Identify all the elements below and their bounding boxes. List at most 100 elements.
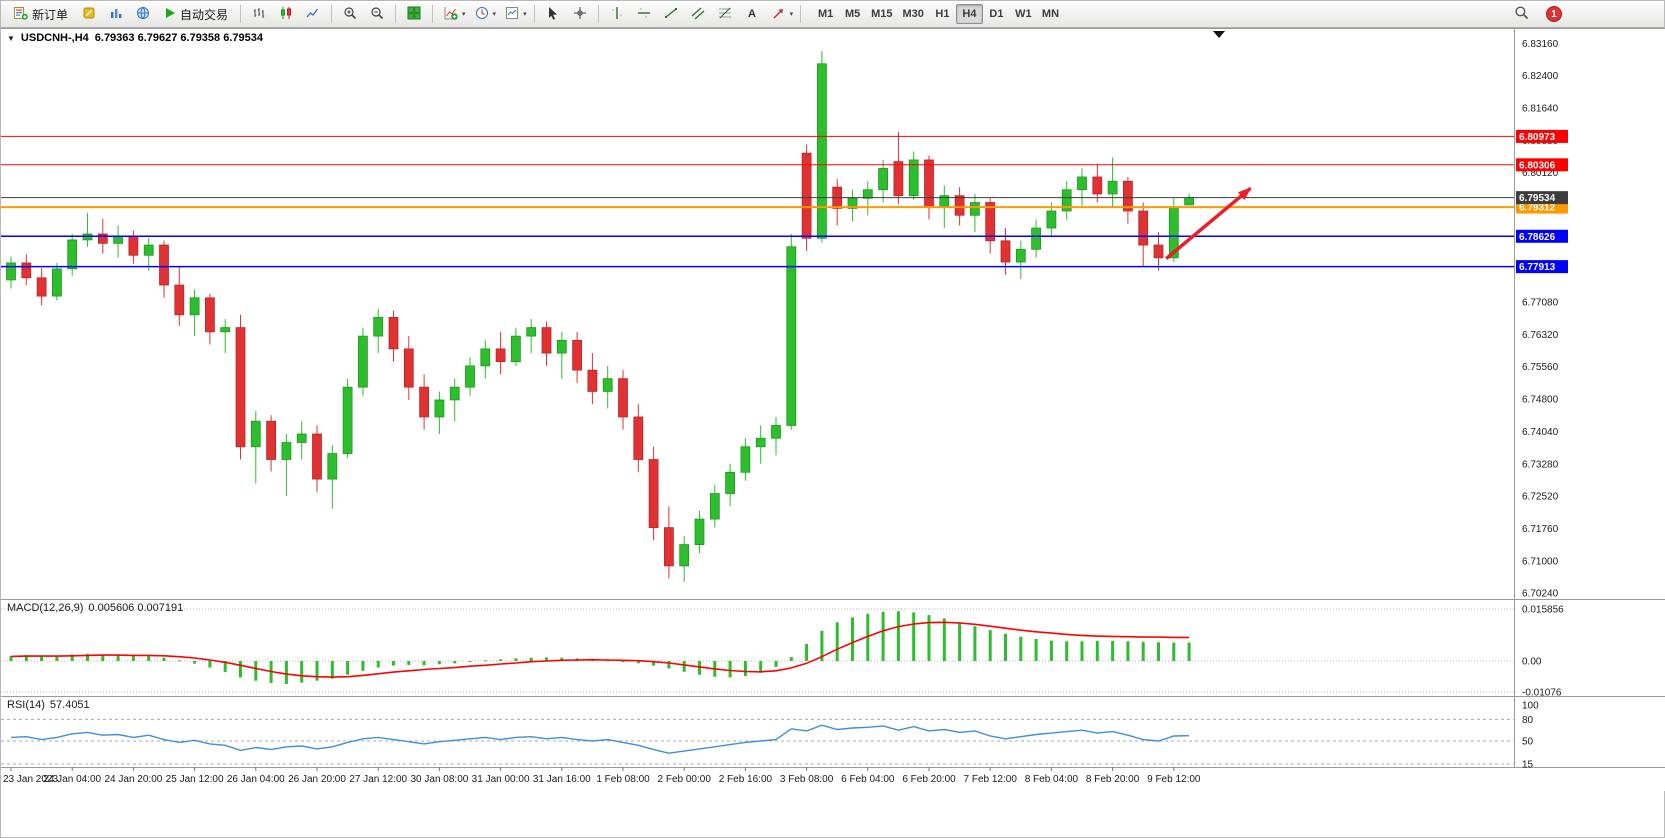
chart-canvas[interactable]: 6.831606.824006.816406.808806.801206.793… [1,28,1665,791]
svg-text:6.80306: 6.80306 [1519,160,1556,171]
templates-button[interactable] [499,3,525,25]
text-tool-button[interactable]: A [739,3,765,25]
candle [296,421,307,460]
macd-indicator-name: MACD(12,26,9) [7,602,84,614]
candle [648,446,659,541]
candle [52,262,62,301]
text-tool-icon: A [745,6,759,23]
clock-icon [475,6,489,23]
time-axis-label: 6 Feb 04:00 [841,774,895,785]
macd-histogram-bar [453,661,457,664]
periods-caret-icon[interactable]: ▾ [492,11,497,18]
cursor-button[interactable] [540,3,566,25]
svg-text:6.80973: 6.80973 [1519,132,1556,143]
rsi-panel: 100 80 50 15 [1,701,1539,771]
candle [694,510,705,554]
macd-histogram-bar [881,611,885,661]
candle [679,536,690,583]
timeframe-button-h4[interactable]: H4 [955,4,983,24]
periods-button[interactable] [469,3,495,25]
autotrading-button[interactable]: 自动交易 [157,3,235,26]
autotrading-label: 自动交易 [180,7,229,22]
candle [740,438,751,481]
rsi-axis-label: 15 [1522,760,1534,771]
timeframe-button-w1[interactable]: W1 [1010,4,1037,24]
chart-ohlc-values: 6.79363 6.79627 6.79358 6.79534 [94,32,263,44]
candlestick-chart-button[interactable] [273,3,299,25]
candle [220,319,231,354]
crosshair-icon [573,6,587,23]
macd-histogram-bar [1019,636,1023,661]
trend-arrow[interactable] [1165,187,1252,261]
zoom-in-button[interactable] [337,3,363,25]
toolbar-separator [432,5,434,23]
market-watch-button[interactable] [103,3,129,25]
rsi-axis-label: 50 [1522,737,1534,748]
macd-histogram-bar [361,661,365,671]
macd-axis-label: -0.01076 [1522,688,1562,699]
time-axis-label: 27 Jan 12:00 [349,774,407,785]
horizontal-line-button[interactable] [631,3,657,25]
svg-text:6.79312: 6.79312 [1519,203,1556,214]
vertical-line-button[interactable] [604,3,630,25]
indicators-button[interactable] [438,3,464,25]
rsi-indicator-value: 57.4051 [49,699,90,711]
crosshair-button[interactable] [567,3,593,25]
autotrading-play-icon [164,7,176,22]
timeframe-button-d1[interactable]: D1 [983,4,1010,24]
timeframe-button-m1[interactable]: M1 [812,4,839,24]
price-tag: 6.78626 [1516,229,1568,243]
price-axis-label: 6.73280 [1522,459,1559,470]
line-chart-button[interactable] [300,3,326,25]
chart-title: ▼ USDCNH-,H4 6.79363 6.79627 6.79358 6.7… [7,32,263,44]
timeframe-button-m15[interactable]: M15 [866,4,897,24]
templates-caret-icon[interactable]: ▾ [523,11,527,18]
collapse-chart-icon[interactable]: ▼ [7,33,15,43]
candle [143,238,154,271]
candle [327,445,338,509]
timeframe-button-m5[interactable]: M5 [839,4,866,24]
candle [82,212,93,247]
candle [771,416,781,456]
price-tag: 6.80973 [1516,129,1568,143]
price-axis-label: 6.71760 [1522,524,1559,535]
chart-shift-marker[interactable] [1213,31,1225,38]
timeframe-button-mn[interactable]: MN [1037,4,1064,24]
macd-histogram-bar [560,657,564,661]
new-order-button[interactable]: 新订单 [7,3,75,26]
macd-histogram-bar [101,654,105,661]
macd-histogram-bar [896,611,900,661]
indicators-caret-icon[interactable]: ▾ [462,11,466,18]
macd-histogram-bar [1034,639,1038,661]
metaeditor-icon [82,6,96,23]
search-button[interactable] [1508,3,1534,25]
tile-windows-button[interactable] [401,3,427,25]
time-axis-label: 8 Feb 04:00 [1025,774,1079,785]
fibonacci-button[interactable] [712,3,738,25]
metaeditor-button[interactable] [76,3,102,25]
timeframe-button-m30[interactable]: M30 [898,4,929,24]
macd-histogram-bar [376,661,380,668]
macd-signal-line [10,621,1190,678]
macd-histogram-bar [851,617,854,661]
candle [817,51,827,243]
macd-histogram-bar [239,661,242,678]
web-terminal-button[interactable] [130,3,156,25]
candle [602,365,613,409]
timeframe-button-h1[interactable]: H1 [929,4,956,24]
arrows-caret-icon[interactable]: ▾ [789,11,794,18]
channel-button[interactable] [685,3,711,25]
macd-histogram-bar [988,630,992,661]
time-axis-label: 31 Jan 00:00 [472,774,530,785]
time-axis-label: 2 Feb 16:00 [719,774,773,785]
macd-histogram-bar [866,613,870,661]
notification-badge[interactable]: 1 [1546,6,1562,22]
trendline-button[interactable] [658,3,684,25]
candle [664,506,674,579]
macd-indicator-values: 0.005606 0.007191 [88,602,184,614]
bar-chart-button[interactable] [246,3,272,25]
zoom-out-button[interactable] [364,3,390,25]
zoom-in-icon [343,6,357,23]
arrows-tool-button[interactable] [766,3,792,25]
macd-histogram-bar [1141,641,1145,661]
